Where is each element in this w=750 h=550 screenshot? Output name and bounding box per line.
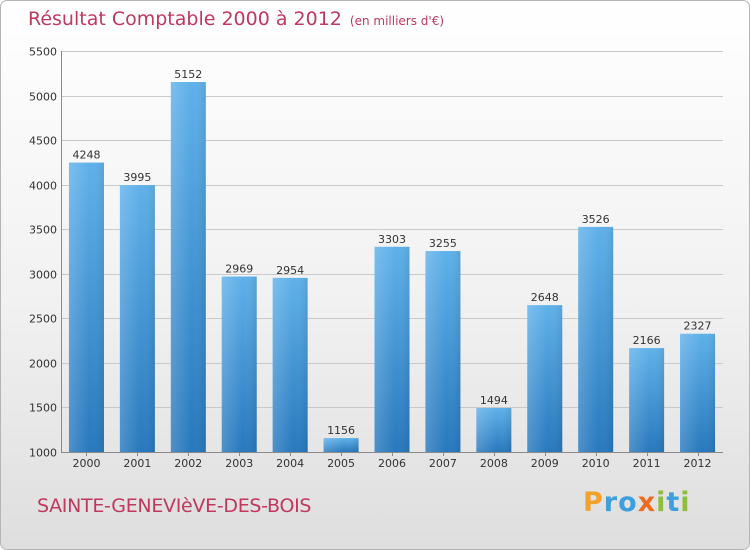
chart-unit-label: (en milliers d'€) xyxy=(349,14,445,28)
x-tick-label: 2012 xyxy=(684,457,712,470)
bar-value-label: 1494 xyxy=(480,394,508,407)
bar-chart: 4248 3995 5152 2969 2954 1156 3303 3255 1494 2648… xyxy=(29,46,723,470)
bar-value-label: 2969 xyxy=(225,263,253,276)
x-tick-label: 2007 xyxy=(429,457,457,470)
chart-title: Résultat Comptable 2000 à 2012 (en millie… xyxy=(28,8,444,30)
x-tick-label: 2009 xyxy=(531,457,559,470)
bar-shading xyxy=(119,185,155,452)
bar-value-label: 3995 xyxy=(123,171,151,184)
y-tick-label: 3500 xyxy=(29,224,57,237)
proxiti-logo: Proxiti xyxy=(583,487,691,518)
logo-letter: x xyxy=(637,487,657,518)
y-tick-label: 2500 xyxy=(29,313,57,326)
bar-shading xyxy=(425,251,461,452)
bar-value-label: 2954 xyxy=(276,264,304,277)
bar-value-label: 3526 xyxy=(582,213,610,226)
y-tick-label: 5500 xyxy=(29,46,57,59)
commune-name: SAINTE-GENEVIèVE-DES-BOIS xyxy=(37,495,312,517)
x-tick-label: 2005 xyxy=(327,457,355,470)
x-tick-label: 2008 xyxy=(480,457,508,470)
bar-shading xyxy=(374,246,410,452)
logo-letter: P xyxy=(583,487,604,518)
logo-letter: i xyxy=(656,487,667,518)
logo-letter: t xyxy=(666,487,681,518)
chart-title-text: Résultat Comptable 2000 à 2012 xyxy=(28,8,342,30)
bar-shading xyxy=(170,82,206,452)
x-tick-label: 2003 xyxy=(225,457,253,470)
logo-letter: r xyxy=(603,487,619,518)
bar-shading xyxy=(323,438,359,452)
bar-value-label: 3303 xyxy=(378,233,406,246)
bar-value-label: 3255 xyxy=(429,237,457,250)
logo-letter: i xyxy=(680,487,691,518)
bar-value-label: 2166 xyxy=(633,334,661,347)
bar-value-label: 5152 xyxy=(174,68,202,81)
bar-shading xyxy=(527,305,563,452)
y-tick-label: 5000 xyxy=(29,91,57,104)
bar-value-label: 2648 xyxy=(531,291,559,304)
bar-value-label: 4248 xyxy=(72,149,100,162)
x-tick-label: 2004 xyxy=(276,457,304,470)
bar-shading xyxy=(221,276,257,452)
logo-letter: o xyxy=(618,487,638,518)
x-tick-label: 2010 xyxy=(582,457,610,470)
y-tick-label: 4000 xyxy=(29,180,57,193)
bar-shading xyxy=(629,348,665,452)
bar-shading xyxy=(68,162,104,452)
x-tick-label: 2011 xyxy=(633,457,661,470)
bar-shading xyxy=(578,226,614,452)
x-tick-label: 2000 xyxy=(72,457,100,470)
x-tick-label: 2001 xyxy=(123,457,151,470)
x-tick-label: 2002 xyxy=(174,457,202,470)
y-tick-label: 3000 xyxy=(29,269,57,282)
bar-shading xyxy=(272,277,308,452)
y-tick-label: 1500 xyxy=(29,402,57,415)
x-tick-label: 2006 xyxy=(378,457,406,470)
bar-value-label: 2327 xyxy=(684,320,712,333)
y-tick-label: 1000 xyxy=(29,447,57,460)
y-tick-label: 2000 xyxy=(29,358,57,371)
y-tick-label: 4500 xyxy=(29,135,57,148)
bar-shading xyxy=(680,333,716,452)
bar-value-label: 1156 xyxy=(327,424,355,437)
bar-shading xyxy=(476,407,512,452)
